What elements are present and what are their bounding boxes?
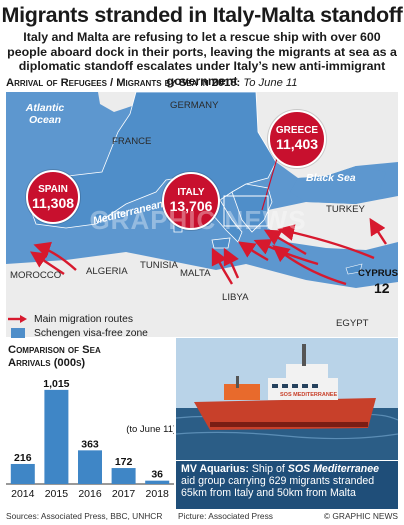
chart-annotation: (to June 11) [126, 424, 174, 435]
legend-schengen-label: Schengen visa-free zone [34, 327, 148, 339]
caption-ship-name: MV Aquarius: [181, 463, 249, 475]
chart-bar [44, 389, 69, 484]
label-algeria: ALGERIA [86, 266, 128, 277]
subtitle: Italy and Malta are refusing to let a re… [7, 30, 397, 88]
spain-name: SPAIN [38, 184, 68, 195]
migration-map: Atlantic Ocean Black Sea Mediterranean S… [6, 92, 398, 337]
italy-name: ITALY [177, 187, 205, 198]
black-sea-label: Black Sea [306, 172, 356, 184]
label-morocco: MOROCCO [10, 270, 62, 281]
watermark: GRAPHIC NEWS [89, 205, 307, 235]
caption-text-2: aid group carrying 629 migrants stranded… [181, 475, 375, 500]
footer-copyright: © GRAPHIC NEWS [323, 511, 398, 521]
land-turkey [268, 196, 398, 250]
chart-bar [145, 480, 170, 484]
legend-schengen: Schengen visa-free zone [6, 326, 196, 340]
spain-bubble: SPAIN 11,308 [26, 170, 80, 224]
greece-name: GREECE [275, 125, 319, 136]
migration-routes [30, 217, 387, 286]
cyprus-island [345, 263, 363, 275]
photo-caption: MV Aquarius: Ship of SOS Mediterranee ai… [176, 461, 398, 509]
arrow-icon [8, 315, 27, 323]
ship-illustration: SOS MEDITERRANEE [176, 338, 398, 460]
chart-category-label: 2018 [146, 488, 170, 500]
label-egypt: EGYPT [336, 318, 369, 329]
black-sea-shape [290, 166, 386, 204]
italy-bubble: ITALY 13,706 [162, 172, 220, 230]
chart-category-label: 2017 [112, 488, 136, 500]
legend-routes: Main migration routes [6, 312, 196, 326]
greece-callout-box [223, 195, 269, 227]
chart-category-label: 2015 [45, 488, 69, 500]
label-germany: GERMANY [170, 100, 219, 111]
map-heading: Arrival of Refugees / Migrants by Sea in… [6, 77, 398, 89]
label-france: FRANCE [112, 136, 152, 147]
chart-value-label: 1,015 [43, 378, 69, 390]
chart-title: Comparison of Sea Arrivals (000s) [8, 344, 101, 369]
footer-picture-credit: Picture: Associated Press [178, 511, 273, 521]
greece-value: 11,403 [275, 136, 319, 152]
chart-value-label: 172 [115, 456, 133, 468]
caption-org: SOS Mediterranee [287, 463, 380, 475]
cyprus-name: CYPRUS [358, 268, 398, 279]
italy-value: 13,706 [169, 198, 213, 214]
chart-category-label: 2016 [78, 488, 102, 500]
spain-value: 11,308 [31, 195, 75, 211]
label-malta: MALTA [180, 268, 211, 279]
chart-bar [111, 468, 136, 484]
cyprus-value: 12 [374, 280, 390, 296]
chart-bar [78, 450, 102, 484]
schengen-swatch-icon [11, 328, 25, 338]
land-uk-ireland [98, 92, 136, 112]
label-turkey: TURKEY [326, 204, 365, 215]
atlantic-ocean-label: Atlantic Ocean [25, 102, 65, 126]
chart-value-label: 36 [151, 469, 163, 481]
chart-category-label: 2014 [11, 488, 35, 500]
label-libya: LIBYA [222, 292, 249, 303]
map-legend: Main migration routes Schengen visa-free… [6, 312, 196, 340]
map-heading-label: Arrival of Refugees / Migrants by Sea in… [6, 77, 241, 89]
footer-sources: Sources: Associated Press, BBC, UNHCR [6, 511, 163, 521]
greece-bubble: GREECE 11,403 [268, 110, 326, 168]
legend-routes-label: Main migration routes [34, 313, 134, 325]
page-title: Migrants stranded in Italy-Malta standof… [1, 3, 403, 27]
label-tunisia: TUNISIA [140, 260, 178, 271]
chart-value-label: 363 [81, 438, 99, 450]
chart-bar [10, 463, 35, 484]
land-north-africa [6, 252, 398, 337]
land-sicily [211, 237, 231, 249]
ship-name: SOS MEDITERRANEE [280, 392, 337, 398]
sea-arrivals-bar-chart: 216 2014 1,015 2015 363 2016 172 2017 36 2018 (to … [6, 378, 174, 500]
chart-value-label: 216 [14, 452, 32, 464]
map-heading-date: To June 11 [243, 77, 298, 89]
caption-text-1: Ship of [251, 463, 285, 475]
ship-photo: SOS MEDITERRANEE [176, 338, 398, 460]
